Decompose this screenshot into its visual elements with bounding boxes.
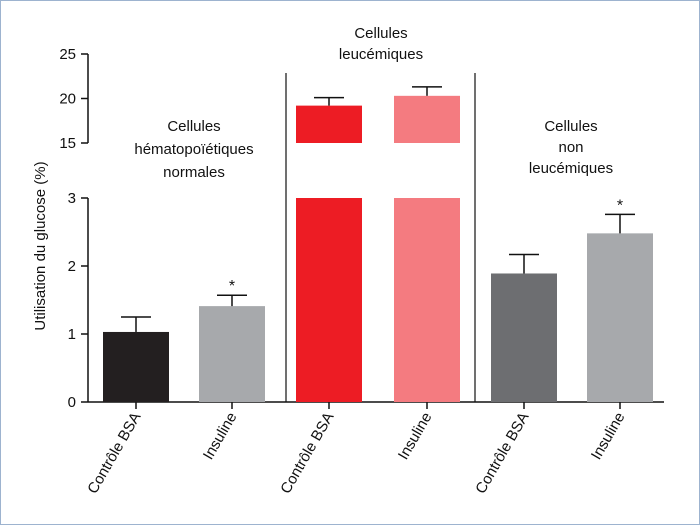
group-label: Cellules [544, 118, 597, 135]
category-label: Insuline [395, 410, 436, 463]
bar [394, 198, 460, 402]
group-label: Cellules [354, 25, 407, 42]
bar [103, 331, 169, 402]
y-tick-label: 15 [59, 135, 76, 152]
significance-marker: * [229, 278, 235, 295]
category-label: Contrôle BSA [472, 410, 532, 497]
y-tick-label: 0 [68, 394, 76, 411]
bar [296, 198, 362, 402]
bar [587, 233, 653, 402]
y-tick-label: 20 [59, 91, 76, 108]
category-label: Contrôle BSA [277, 410, 337, 497]
significance-marker: * [617, 197, 623, 214]
group-label: Cellules [167, 118, 220, 135]
category-label: Contrôle BSA [84, 410, 144, 497]
y-tick-label: 2 [68, 258, 76, 275]
group-label: hématopoïétiques [134, 141, 253, 158]
y-tick-label: 25 [59, 46, 76, 63]
y-tick-label: 3 [68, 190, 76, 207]
bar [296, 105, 362, 143]
y-axis-title: Utilisation du glucose (%) [32, 161, 49, 330]
group-label: leucémiques [339, 46, 423, 63]
group-label: leucémiques [529, 160, 613, 177]
bar [491, 273, 557, 402]
bar [394, 95, 460, 143]
group-label: non [558, 139, 583, 156]
category-label: Insuline [588, 410, 629, 463]
bar [199, 306, 265, 402]
category-label: Insuline [200, 410, 241, 463]
group-label: normales [163, 164, 225, 181]
y-tick-label: 1 [68, 326, 76, 343]
